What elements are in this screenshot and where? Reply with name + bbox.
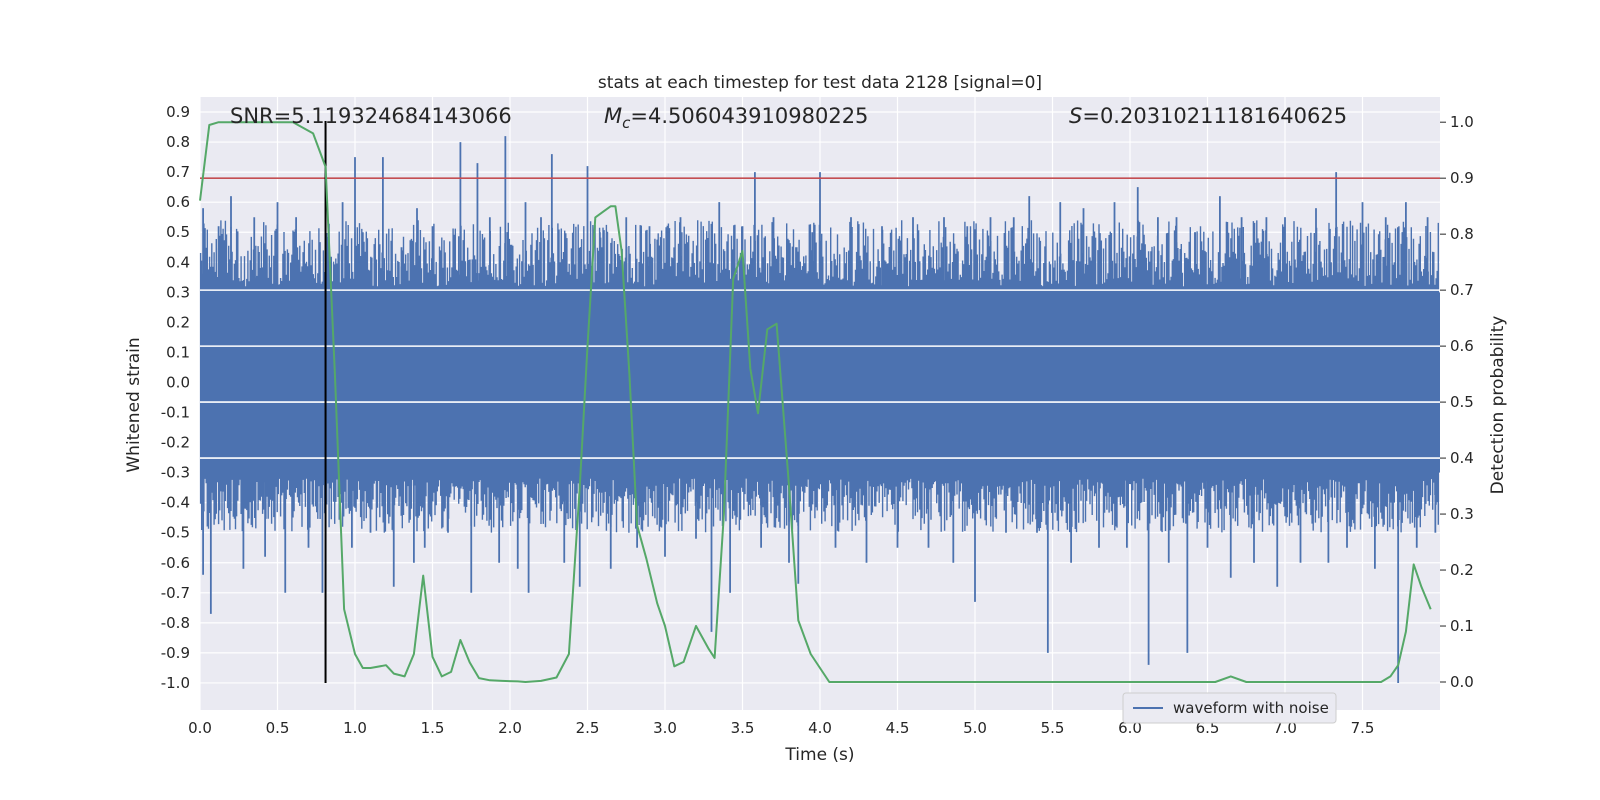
chirp-mass-subscript: c <box>622 114 631 132</box>
y2-tick-label: 0.3 <box>1450 505 1474 523</box>
y-tick-label: -0.4 <box>161 494 190 512</box>
x-tick-label: 5.0 <box>963 719 987 737</box>
y2-tick-label: 0.5 <box>1450 393 1474 411</box>
x-tick-label: 7.5 <box>1351 719 1375 737</box>
x-tick-label: 4.0 <box>808 719 832 737</box>
s-annotation: S=0.20310211181640625 <box>1069 104 1347 128</box>
snr-annotation: SNR=5.119324684143066 <box>230 104 512 128</box>
y-axis-ticks: 0.9 0.8 0.7 0.6 0.5 0.4 0.3 0.2 0.1 0.0 -0.1 -0.2 -0… <box>161 103 190 692</box>
chirp-mass-symbol: M <box>604 104 622 128</box>
y-tick-label: 0.4 <box>166 253 190 271</box>
y-tick-label: -0.2 <box>161 434 190 452</box>
y-tick-label: 0.6 <box>166 193 190 211</box>
legend-box <box>1122 692 1337 724</box>
x-tick-label: 1.5 <box>421 719 445 737</box>
x-axis-ticks: 0.0 0.5 1.0 1.5 2.0 2.5 3.0 3.5 4.0 4.5 5.0 5.5 6.0 6… <box>188 719 1374 737</box>
y2-tick-label: 0.0 <box>1450 673 1474 691</box>
x-tick-label: 1.0 <box>343 719 367 737</box>
y-tick-label: -0.8 <box>161 614 190 632</box>
x-tick-label: 0.5 <box>266 719 290 737</box>
y-tick-label: 0.3 <box>166 283 190 301</box>
y-tick-label: 0.2 <box>166 313 190 331</box>
x-tick-label: 3.5 <box>731 719 755 737</box>
x-tick-label: 5.5 <box>1041 719 1065 737</box>
band-highlight-lines <box>200 289 1440 459</box>
y2-axis-label: Detection probability <box>1488 316 1508 495</box>
s-symbol: S <box>1069 104 1082 128</box>
chirp-mass-annotation: Mc=4.506043910980225 <box>604 104 868 132</box>
y2-tick-label: 0.8 <box>1450 225 1474 243</box>
waveform-series <box>199 136 1440 683</box>
legend-label: waveform with noise <box>1173 699 1329 717</box>
x-tick-label: 3.0 <box>653 719 677 737</box>
y-tick-label: -0.7 <box>161 584 190 602</box>
x-tick-label: 2.5 <box>576 719 600 737</box>
chart-title: stats at each timestep for test data 212… <box>598 73 1042 93</box>
x-tick-label: 0.0 <box>188 719 212 737</box>
legend: waveform with noise <box>1122 692 1337 724</box>
probability-line <box>199 121 1432 683</box>
x-tick-label: 4.5 <box>886 719 910 737</box>
y-tick-label: 0.0 <box>166 373 190 391</box>
y-tick-label: -0.3 <box>161 464 190 482</box>
x-tick-label: 2.0 <box>498 719 522 737</box>
y-tick-label: -0.9 <box>161 644 190 662</box>
y-tick-label: 0.5 <box>166 223 190 241</box>
y-tick-label: -1.0 <box>161 674 190 692</box>
y-tick-label: 0.1 <box>166 343 190 361</box>
y-tick-label: -0.1 <box>161 404 190 422</box>
x-axis-label: Time (s) <box>784 745 854 765</box>
y2-axis-ticks: 1.0 0.9 0.8 0.7 0.6 0.5 0.4 0.3 0.2 0.1 0.0 <box>1440 113 1474 691</box>
y-tick-label: -0.6 <box>161 554 190 572</box>
y-tick-label: 0.9 <box>166 103 190 121</box>
y2-tick-label: 1.0 <box>1450 113 1474 131</box>
y2-tick-label: 0.1 <box>1450 617 1474 635</box>
y-axis-label: Whitened strain <box>124 337 144 472</box>
y-tick-label: -0.5 <box>161 524 190 542</box>
y2-tick-label: 0.4 <box>1450 449 1474 467</box>
y2-tick-label: 0.6 <box>1450 337 1474 355</box>
y2-tick-label: 0.2 <box>1450 561 1474 579</box>
chirp-mass-value: =4.506043910980225 <box>630 104 868 128</box>
y-tick-label: 0.7 <box>166 163 190 181</box>
y2-tick-label: 0.9 <box>1450 169 1474 187</box>
s-value: =0.20310211181640625 <box>1082 104 1347 128</box>
y2-tick-label: 0.7 <box>1450 281 1474 299</box>
y-tick-label: 0.8 <box>166 133 190 151</box>
probability-series <box>199 121 1432 683</box>
